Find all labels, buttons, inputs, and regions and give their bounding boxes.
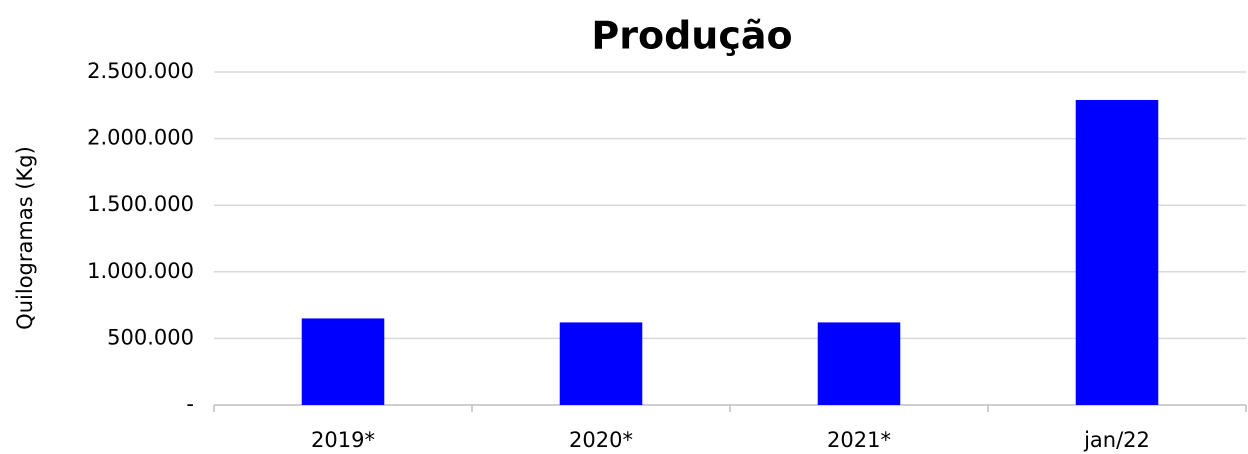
bar xyxy=(301,318,385,405)
y-tick-label: 1.000.000 xyxy=(87,259,194,283)
x-tick-label: jan/22 xyxy=(1083,428,1150,452)
y-tick-label: 2.500.000 xyxy=(87,59,194,83)
y-tick-label: 2.000.000 xyxy=(87,126,194,150)
chart-title: Produção xyxy=(591,14,792,58)
bar xyxy=(817,322,901,405)
bar xyxy=(559,322,643,405)
x-tick-label: 2019* xyxy=(311,428,375,452)
bar xyxy=(1075,99,1159,406)
y-tick-label: 500.000 xyxy=(107,325,194,349)
y-axis-label: Quilogramas (Kg) xyxy=(13,146,37,330)
y-tick-label: - xyxy=(186,392,194,416)
y-tick-label: 1.500.000 xyxy=(87,192,194,216)
x-tick-label: 2021* xyxy=(827,428,891,452)
x-tick-label: 2020* xyxy=(569,428,633,452)
